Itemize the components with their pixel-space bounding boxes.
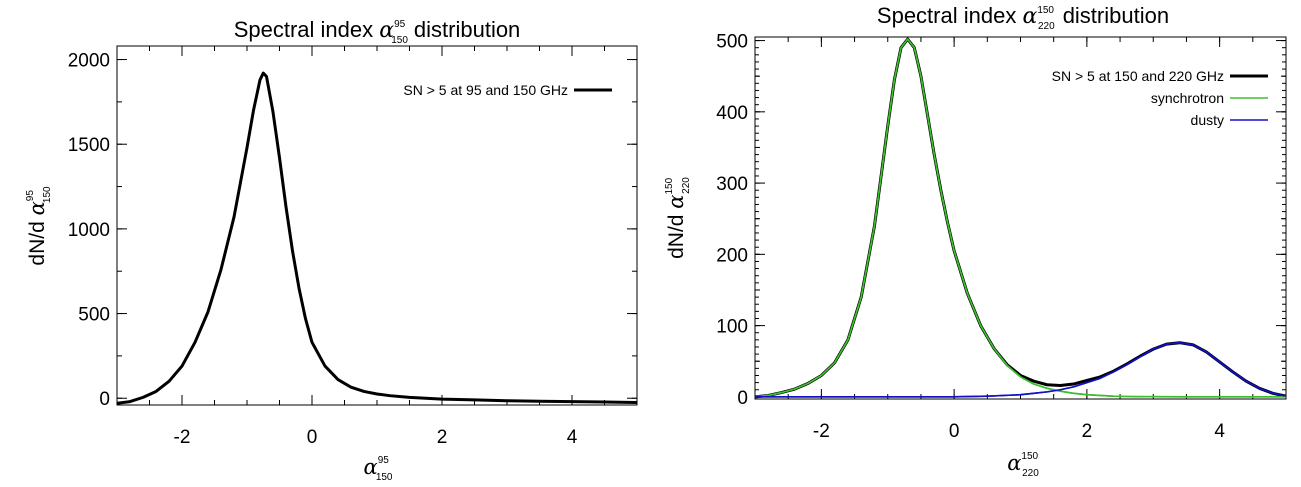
chart-right-x-tick-label: -2 (813, 421, 830, 442)
chart-right-legend-label-1: synchrotron (1151, 90, 1224, 106)
chart-right-series-group (755, 37, 1286, 399)
chart-left-y-tick-label: 500 (78, 305, 110, 326)
chart-left-y-tick-label: 1000 (68, 220, 110, 241)
chart-right-x-tick-label: 2 (1082, 421, 1093, 442)
chart-left-legend: SN > 5 at 95 and 150 GHz (403, 82, 612, 98)
chart-right-legend: SN > 5 at 150 and 220 GHz synchrotron dust… (1052, 68, 1268, 128)
chart-right-y-tick-label: 100 (716, 317, 748, 338)
chart-left-x-tick-label: 2 (437, 427, 448, 448)
chart-right-y-tick-label: 300 (716, 174, 748, 195)
chart-left-x-tick-label: -2 (174, 427, 191, 448)
chart-right-y-tick-label: 0 (737, 388, 748, 409)
chart-right-y-tick-label: 200 (716, 245, 748, 266)
chart-right: Spectral index α150 220 distribution -2 0 2 4… (664, 3, 1287, 479)
chart-left: Spectral index α95 150 distribution -2 0 2 4 0… (25, 17, 638, 483)
chart-right-x-tick-label: 4 (1214, 421, 1225, 442)
chart-left-series-line-0 (117, 71, 637, 405)
chart-right-y-tick-label: 400 (716, 103, 748, 124)
chart-right-legend-label-2: dusty (1191, 112, 1224, 128)
chart-left-x-tick-label: 4 (567, 427, 578, 448)
chart-right-series-line-overlay-1 (755, 38, 1286, 398)
chart-right-series-line-overlay-2 (755, 341, 1286, 398)
chart-right-x-tick-label: 0 (949, 421, 960, 442)
chart-left-y-axis-label: dN/d α95 150 (25, 186, 53, 266)
chart-left-y-tick-label: 1500 (68, 135, 110, 156)
chart-right-x-axis-label: α150 220 (1007, 451, 1039, 479)
chart-left-y-tick-label: 2000 (68, 51, 110, 72)
chart-left-title: Spectral index α95 150 distribution (234, 17, 521, 46)
chart-right-y-tick-label: 500 (716, 32, 748, 53)
chart-right-ticks: -2 0 2 4 0 100 200 300 400 500 (716, 32, 1287, 442)
chart-left-plot-frame (116, 45, 638, 406)
chart-right-y-axis-label: dN/d α150 220 (664, 177, 692, 259)
chart-left-series-group (117, 71, 637, 405)
chart-left-legend-label-0: SN > 5 at 95 and 150 GHz (403, 82, 568, 98)
chart-left-x-tick-label: 0 (307, 427, 318, 448)
chart-left-y-tick-label: 0 (99, 389, 110, 410)
chart-right-legend-label-0: SN > 5 at 150 and 220 GHz (1052, 68, 1224, 84)
chart-left-x-axis-label: α95 150 (364, 455, 393, 483)
chart-right-title: Spectral index α150 220 distribution (877, 3, 1169, 32)
